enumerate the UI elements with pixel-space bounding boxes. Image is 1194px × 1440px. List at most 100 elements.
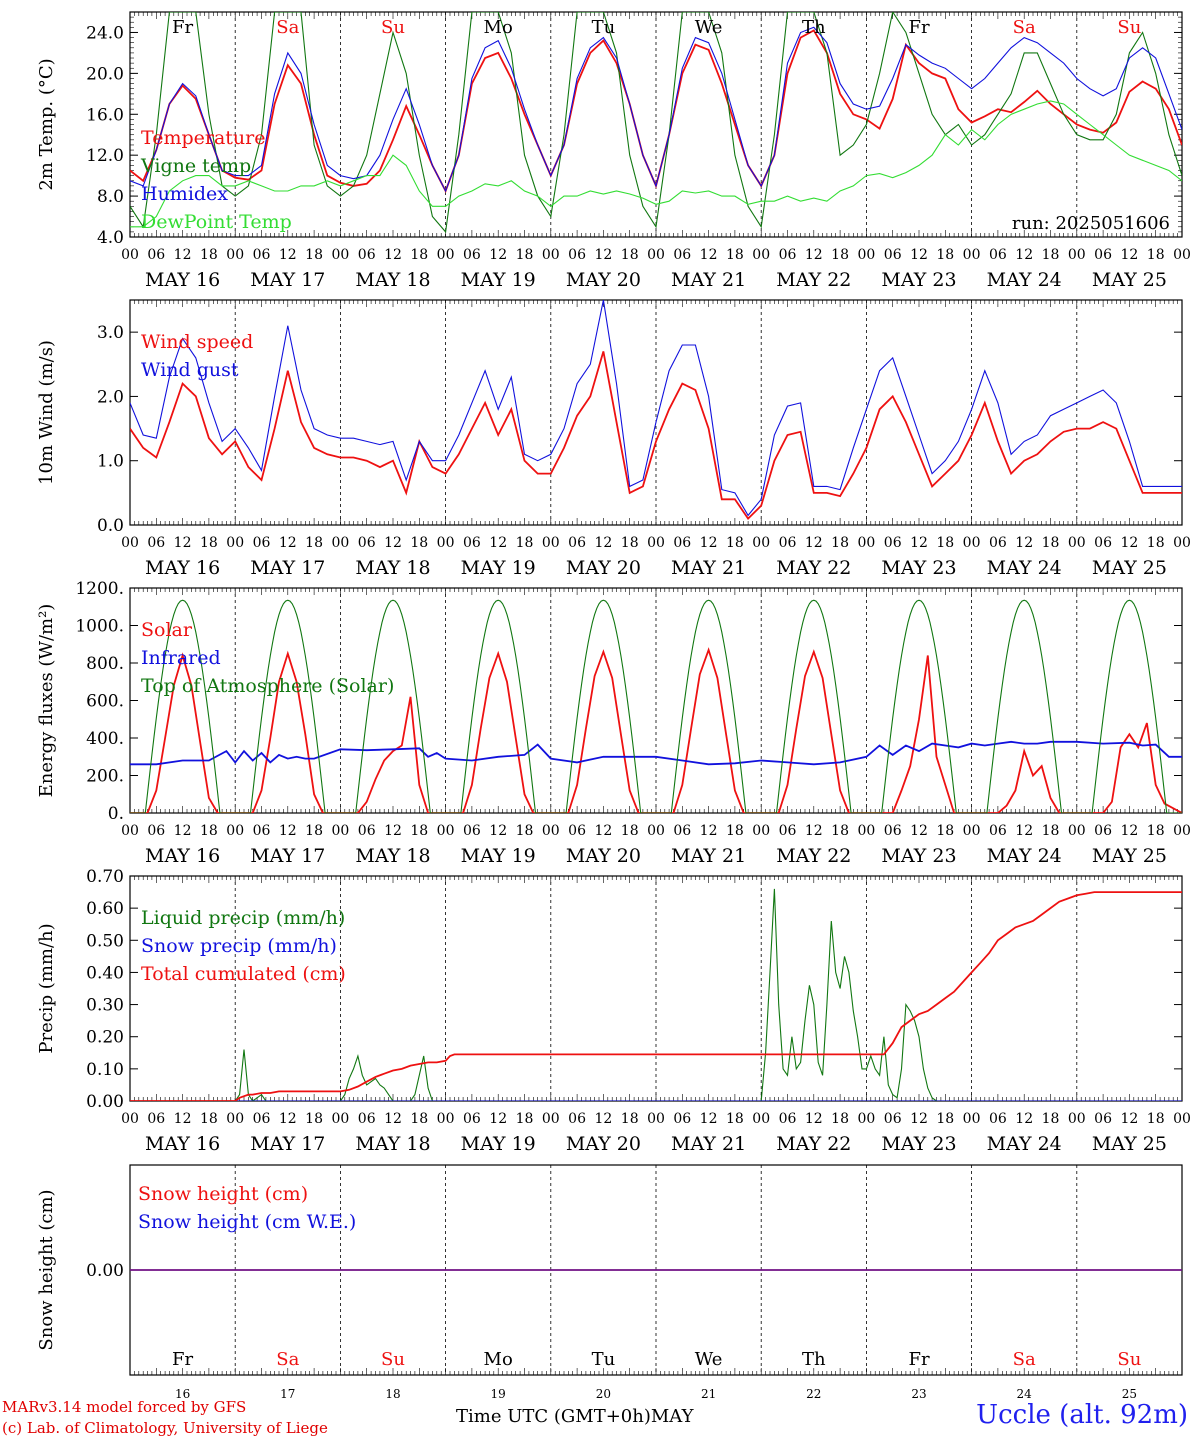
hour-tick-label: 06 (568, 535, 586, 551)
hour-tick-label: 06 (673, 535, 691, 551)
hour-tick-label: 00 (647, 1111, 665, 1127)
hour-tick-label: 12 (805, 535, 823, 551)
hour-tick-label: 12 (489, 535, 507, 551)
series-group (130, 599, 1182, 813)
day-label: MAY 24 (987, 1133, 1062, 1155)
time-ticks (129, 588, 1183, 813)
legend-entry: Liquid precip (mm/h) (141, 907, 345, 929)
series-line-humidex (130, 26, 1182, 193)
day-number-label: 20 (596, 1387, 611, 1401)
day-label: MAY 24 (987, 845, 1062, 867)
day-label: MAY 21 (671, 269, 746, 291)
hour-tick-label: 06 (147, 247, 165, 263)
hour-tick-label: 12 (1015, 247, 1033, 263)
hour-tick-label: 06 (358, 1111, 376, 1127)
legend-entry: Snow height (cm W.E.) (138, 1211, 356, 1233)
hour-tick-label: 12 (279, 247, 297, 263)
hour-tick-label: 06 (1094, 823, 1112, 839)
hour-tick-label: 00 (963, 1111, 981, 1127)
hour-tick-label: 18 (726, 823, 744, 839)
day-label: MAY 20 (566, 845, 641, 867)
hour-tick-label: 12 (1120, 1111, 1138, 1127)
time-ticks (129, 1368, 1183, 1375)
time-ticks (129, 300, 1183, 525)
day-label: MAY 25 (1092, 557, 1167, 579)
day-label: MAY 25 (1092, 845, 1167, 867)
hour-tick-label: 18 (1147, 1111, 1165, 1127)
y-axis-label: Energy fluxes (W/m²) (36, 604, 57, 798)
hour-tick-label: 00 (752, 535, 770, 551)
day-label: MAY 16 (145, 269, 220, 291)
day-number-label: 16 (175, 1387, 190, 1401)
hour-tick-label: 06 (989, 535, 1007, 551)
hour-tick-label: 12 (174, 1111, 192, 1127)
series-group (130, 300, 1182, 520)
hour-tick-label: 00 (331, 1111, 349, 1127)
legend-entry: Snow precip (mm/h) (141, 935, 337, 957)
hour-tick-label: 12 (279, 535, 297, 551)
weekday-label: Tu (592, 1349, 616, 1370)
y-axis-label: 2m Temp. (°C) (36, 58, 57, 190)
day-number-label: 23 (911, 1387, 926, 1401)
legend-entry: Temperature (141, 127, 265, 149)
hour-tick-label: 00 (542, 1111, 560, 1127)
hour-tick-label: 06 (884, 247, 902, 263)
run-annotation: run: 2025051606 (1012, 213, 1170, 234)
hour-tick-label: 12 (1120, 247, 1138, 263)
y-tick-label: 3.0 (97, 323, 124, 343)
hour-tick-label: 06 (358, 535, 376, 551)
hour-tick-label: 00 (1068, 823, 1086, 839)
day-label: MAY 20 (566, 269, 641, 291)
hour-tick-label: 12 (489, 247, 507, 263)
hour-tick-label: 18 (726, 535, 744, 551)
day-label: MAY 18 (355, 845, 430, 867)
x-axis-month: MAY (650, 1406, 694, 1427)
hour-tick-label: 06 (463, 535, 481, 551)
station-name: Uccle (alt. 92m) (976, 1400, 1188, 1430)
hour-tick-label: 18 (410, 535, 428, 551)
hour-tick-label: 00 (226, 247, 244, 263)
hour-tick-label: 00 (542, 823, 560, 839)
day-number-label: 25 (1122, 1387, 1137, 1401)
day-number-label: 18 (385, 1387, 400, 1401)
day-label: MAY 23 (881, 557, 956, 579)
hour-tick-label: 18 (621, 247, 639, 263)
day-label: MAY 23 (881, 845, 956, 867)
hour-tick-label: 00 (226, 1111, 244, 1127)
day-label: MAY 17 (250, 557, 325, 579)
hour-tick-label: 18 (200, 823, 218, 839)
weekday-label: Th (802, 17, 826, 38)
hour-tick-label: 06 (358, 823, 376, 839)
hour-tick-label: 18 (831, 535, 849, 551)
hour-tick-label: 18 (936, 1111, 954, 1127)
y-tick-label: 0.00 (86, 1261, 124, 1281)
hour-tick-label: 00 (857, 535, 875, 551)
y-tick-label: 1000. (75, 617, 124, 637)
hour-tick-label: 06 (673, 247, 691, 263)
hour-tick-label: 06 (1094, 247, 1112, 263)
hour-tick-label: 00 (121, 247, 139, 263)
hour-tick-label: 06 (463, 823, 481, 839)
hour-tick-label: 06 (147, 535, 165, 551)
panel-1: 4.0 8.0 12.0 16.0 20.0 24.0 2m Temp. (°C) 00 06 1… (36, 11, 1191, 291)
hour-tick-label: 06 (1094, 535, 1112, 551)
hour-tick-label: 18 (516, 247, 534, 263)
hour-tick-label: 18 (936, 247, 954, 263)
time-ticks (129, 12, 1183, 237)
hour-tick-label: 06 (989, 1111, 1007, 1127)
day-label: MAY 18 (355, 1133, 430, 1155)
series-group (130, 888, 1182, 1101)
hour-tick-label: 00 (331, 823, 349, 839)
hour-tick-label: 06 (673, 1111, 691, 1127)
hour-tick-label: 18 (305, 823, 323, 839)
y-tick-label: 8.0 (97, 187, 124, 207)
series-line-total-cumulated-cm- (130, 891, 1182, 1101)
hour-tick-label: 06 (884, 1111, 902, 1127)
time-ticks (129, 876, 1183, 1101)
day-label: MAY 19 (461, 269, 536, 291)
hour-tick-label: 18 (200, 535, 218, 551)
hour-tick-label: 00 (1173, 1111, 1191, 1127)
hour-tick-label: 12 (489, 823, 507, 839)
day-label: MAY 21 (671, 1133, 746, 1155)
